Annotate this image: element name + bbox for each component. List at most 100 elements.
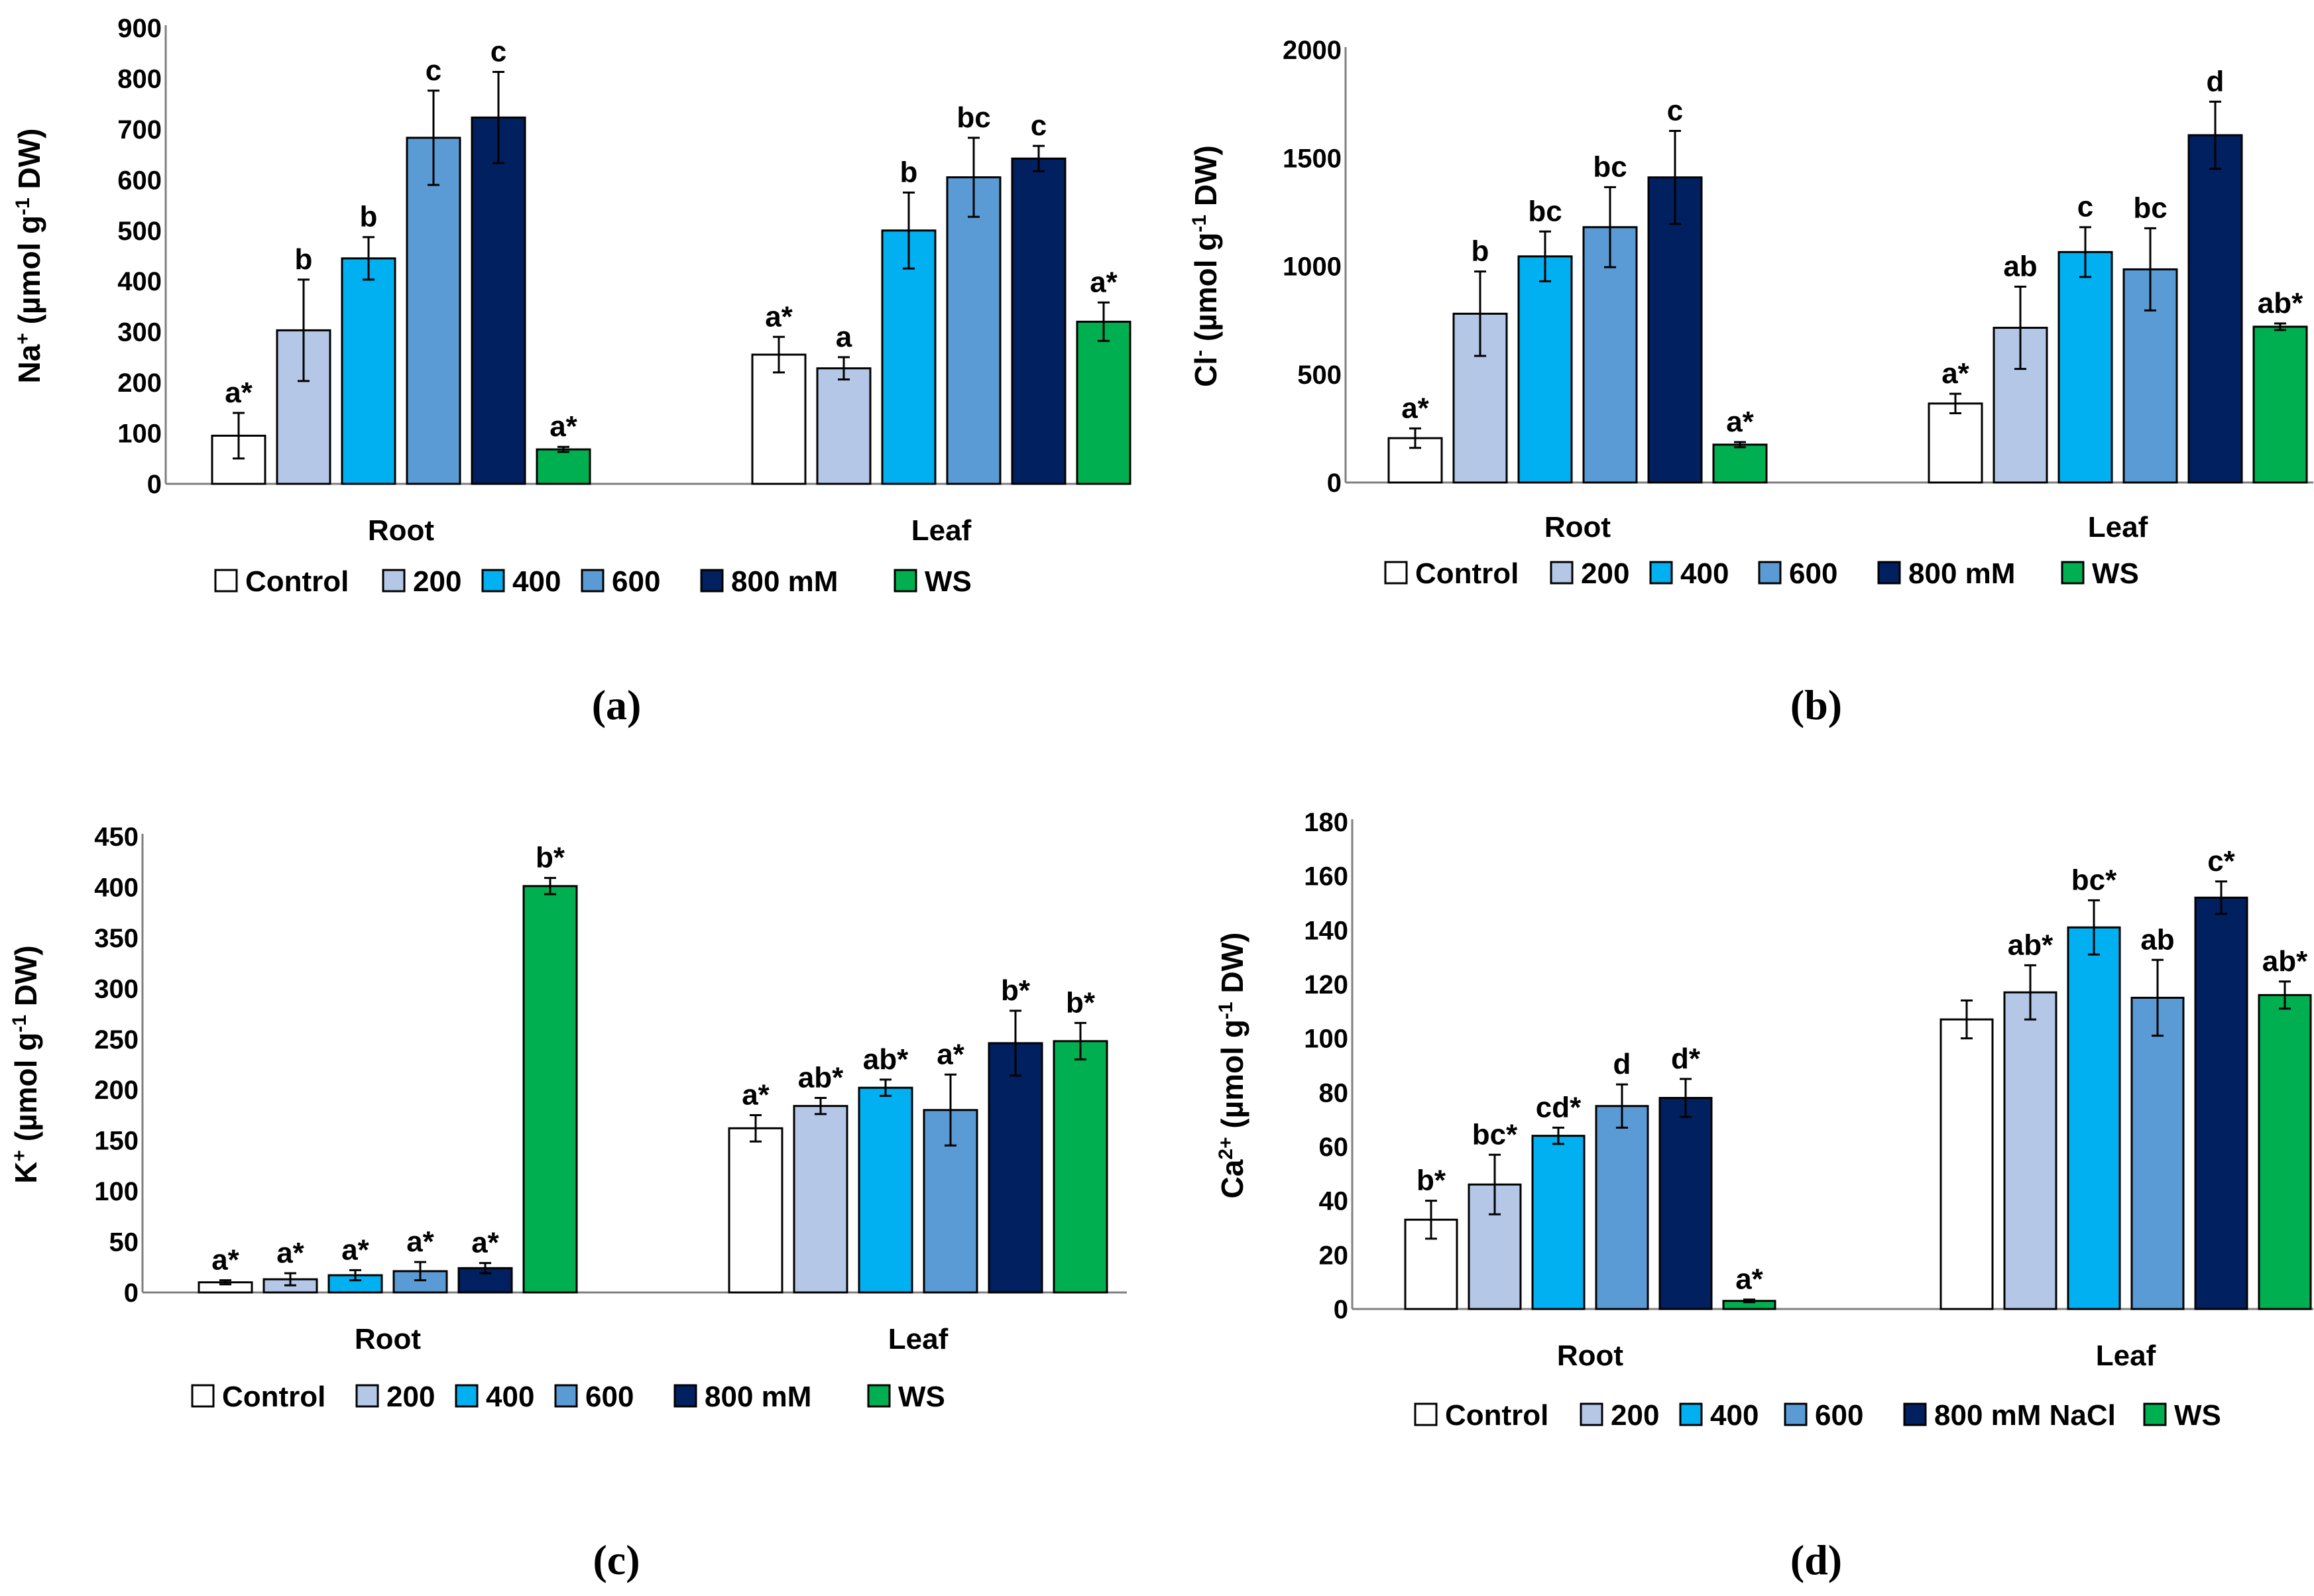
bar (751, 353, 807, 485)
significance-label: bc* (1472, 1118, 1518, 1151)
y-axis-title-part: DW) (9, 945, 43, 1015)
bar (1595, 1105, 1649, 1310)
bar (881, 229, 937, 485)
significance-label: b* (1417, 1165, 1446, 1197)
bar (2067, 926, 2121, 1310)
legend-swatch (867, 1384, 891, 1408)
legend-label: 600 (612, 565, 660, 598)
y-axis-title-sup: + (9, 1150, 30, 1162)
y-tick-label: 150 (94, 1127, 139, 1156)
y-tick-label: 140 (1304, 916, 1348, 945)
y-tick-label: 200 (117, 369, 162, 398)
significance-label: bc (2133, 192, 2167, 224)
legend-swatch (1679, 1402, 1703, 1426)
significance-label: ab* (2262, 945, 2308, 978)
legend-swatch (1903, 1402, 1927, 1426)
significance-label: a* (406, 1226, 434, 1258)
y-tick-label: 0 (147, 470, 162, 499)
legend-label: Control (245, 565, 349, 598)
significance-label: c* (2207, 845, 2235, 878)
legend-swatch (2061, 561, 2085, 585)
legend-swatch (1384, 561, 1408, 585)
significance-label: ab* (2008, 929, 2054, 961)
legend-label: WS (898, 1381, 945, 1413)
y-axis-title-part: K (9, 1162, 43, 1184)
legend-label: 400 (512, 565, 561, 598)
legend-swatch (382, 569, 406, 593)
bar (1053, 1040, 1108, 1294)
legend-label: WS (2174, 1399, 2221, 1432)
legend-swatch (894, 569, 917, 593)
y-axis-title-part: Na (12, 344, 46, 383)
bar (1647, 176, 1703, 484)
bar (1517, 255, 1573, 484)
significance-label: a* (765, 300, 793, 333)
y-tick-label: 300 (117, 318, 162, 347)
category-label: Leaf (911, 514, 972, 547)
category-label: Root (1544, 511, 1611, 543)
significance-label: b* (536, 842, 565, 874)
y-tick-label: 350 (94, 924, 139, 953)
bar (276, 329, 331, 485)
y-tick-label: 100 (94, 1177, 139, 1206)
significance-label: a* (550, 410, 577, 443)
legend-label: 600 (585, 1381, 634, 1413)
significance-label: b (1472, 235, 1489, 268)
legend-label: 200 (1611, 1399, 1659, 1432)
panel-label: (b) (1790, 681, 1842, 728)
y-tick-label: 100 (1304, 1025, 1348, 1054)
y-tick-label: 20 (1319, 1241, 1349, 1270)
y-axis-title-part: DW) (1215, 933, 1249, 1002)
bar (1939, 1018, 1994, 1310)
y-axis-title-part: DW) (1188, 145, 1223, 215)
significance-label: ab (2140, 923, 2174, 956)
y-tick-label: 500 (1297, 361, 1342, 390)
category-label: Leaf (2088, 511, 2148, 543)
significance-label: a* (211, 1244, 239, 1277)
legend-label: 400 (1710, 1399, 1759, 1432)
y-tick-label: 700 (117, 115, 162, 144)
category-label: Leaf (2096, 1340, 2156, 1372)
bar (946, 176, 1002, 485)
legend-label: 800 mM NaCl (1934, 1399, 2116, 1432)
bar (2258, 994, 2312, 1310)
significance-label: a* (1401, 392, 1429, 424)
bar (2130, 996, 2185, 1310)
y-tick-label: 0 (1327, 469, 1342, 498)
category-label: Leaf (888, 1323, 949, 1355)
legend-label: Control (1415, 557, 1519, 590)
legend-label: WS (2092, 557, 2139, 590)
y-axis-title-part: (µmol g (1188, 233, 1223, 350)
panel-label: (a) (592, 681, 642, 728)
bar (2187, 134, 2243, 484)
legend-swatch (1758, 561, 1782, 585)
legend-swatch (673, 1384, 697, 1408)
legend-swatch (1649, 561, 1673, 585)
y-tick-label: 900 (117, 14, 162, 43)
bar (1993, 327, 2048, 484)
bar (988, 1042, 1043, 1294)
significance-label: d* (1671, 1043, 1701, 1075)
significance-label: b (900, 156, 918, 188)
y-axis-title-part: (µmol g (12, 215, 46, 333)
y-axis-title-sup: -1 (1188, 215, 1210, 233)
legend-label: 200 (1581, 557, 1629, 590)
chart-d-ca: 0 20 40 60 80 100 120 140 160 180 b* bc* cd* d d* a* Roo… (1215, 808, 2313, 1583)
category-label: Root (355, 1323, 422, 1355)
significance-label: a* (937, 1038, 964, 1070)
bar (2252, 325, 2308, 484)
legend-label: 200 (413, 565, 461, 598)
legend-swatch (455, 1384, 479, 1408)
significance-label: b (360, 201, 378, 233)
bar (793, 1105, 848, 1294)
y-axis-title-sup: + (12, 333, 34, 345)
y-axis-title-part: Cl (1188, 357, 1223, 387)
significance-label: ab* (798, 1061, 844, 1094)
bar (2057, 251, 2113, 484)
y-tick-label: 400 (117, 267, 162, 296)
category-label: Root (368, 514, 435, 547)
legend-label: 600 (1789, 557, 1837, 590)
y-axis-title: Cl- (µmol g-1 DW) (1188, 145, 1223, 387)
legend-swatch (1414, 1402, 1438, 1426)
